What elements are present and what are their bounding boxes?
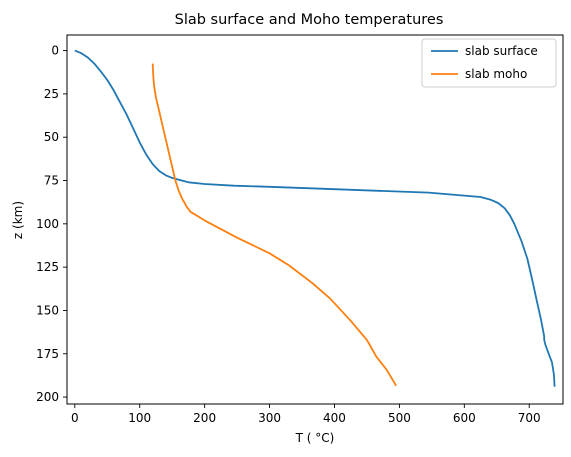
series-layer xyxy=(74,49,556,387)
y-tick-label: 200 xyxy=(36,390,59,404)
y-tick-label: 125 xyxy=(36,260,59,274)
y-tick-label: 100 xyxy=(36,217,59,231)
y-tick-label: 50 xyxy=(44,130,59,144)
series-line-slab-surface xyxy=(74,49,556,387)
y-tick-label: 25 xyxy=(44,87,59,101)
x-tick-label: 400 xyxy=(323,411,346,425)
legend-label-slab-moho: slab moho xyxy=(465,67,527,81)
y-axis-label: z (km) xyxy=(11,201,25,239)
y-tick-label: 75 xyxy=(44,174,59,188)
plot-frame xyxy=(66,34,564,405)
legend-label-slab-surface: slab surface xyxy=(465,44,538,58)
x-tick-label: 500 xyxy=(388,411,411,425)
y-tick-label: 150 xyxy=(36,303,59,317)
x-axis-label: T ( °C) xyxy=(295,431,335,445)
chart-title: Slab surface and Moho temperatures xyxy=(175,12,444,28)
y-axis: 0 25 50 75 100 125 150 175 200 xyxy=(36,44,67,404)
legend: slab surface slab moho xyxy=(421,38,557,88)
y-tick-label: 0 xyxy=(51,44,59,58)
series-line-slab-moho xyxy=(151,63,397,387)
x-tick-label: 600 xyxy=(453,411,476,425)
x-tick-label: 300 xyxy=(258,411,281,425)
x-tick-label: 200 xyxy=(193,411,216,425)
x-tick-label: 100 xyxy=(128,411,151,425)
x-axis: 0 100 200 300 400 500 600 700 xyxy=(71,404,541,425)
y-tick-label: 175 xyxy=(36,347,59,361)
x-tick-label: 0 xyxy=(71,411,79,425)
x-tick-label: 700 xyxy=(518,411,541,425)
